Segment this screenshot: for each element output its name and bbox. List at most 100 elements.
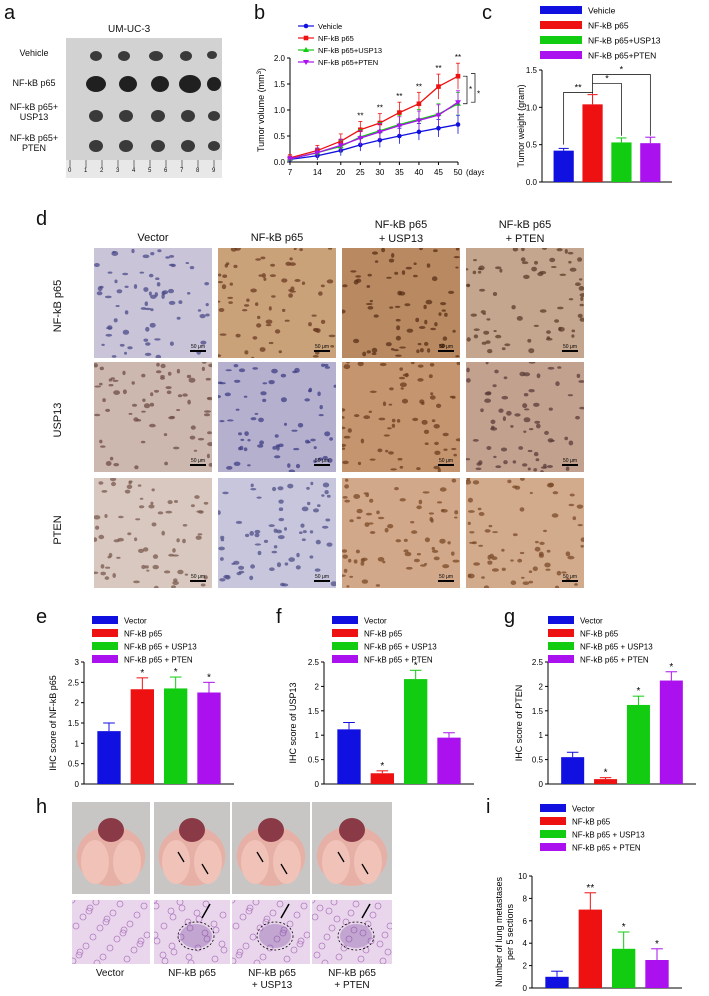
- he-alveolus: [369, 911, 377, 919]
- ihc-nucleus: [197, 533, 203, 536]
- panel-letter-b: b: [254, 2, 266, 24]
- ihc-nucleus: [371, 347, 378, 353]
- ihc-nucleus: [141, 410, 146, 413]
- ihc-nucleus: [473, 562, 480, 566]
- ihc-nucleus: [405, 372, 409, 378]
- ihc-nucleus: [101, 343, 105, 346]
- ihc-nucleus: [385, 449, 389, 453]
- ihc-nucleus: [304, 398, 310, 402]
- ihc-nucleus: [203, 413, 211, 417]
- ihc-scale-label: 50 μm: [563, 458, 577, 464]
- ihc-nucleus: [252, 367, 259, 370]
- ihc-nucleus: [579, 293, 584, 297]
- ihc-nucleus: [200, 340, 207, 345]
- he-alveolus: [235, 951, 243, 959]
- chart-b-tumor-volume: 0.0 0.5 1.0 1.5 2.0 7 14 20 25 30 35 40 45 50(days) Tu…: [256, 22, 484, 177]
- ihc-nucleus: [218, 546, 225, 551]
- ihc-nucleus: [199, 314, 206, 319]
- g-legend-swatch: [548, 642, 574, 650]
- b-legend-label: NF-kB p65: [318, 34, 354, 43]
- ihc-nucleus: [353, 494, 361, 499]
- ihc-nucleus: [313, 459, 317, 463]
- ihc-nucleus: [165, 386, 172, 390]
- he-alveolus: [72, 957, 77, 964]
- ihc-nucleus: [473, 259, 477, 262]
- chart-i-lung-metastases: 0 2 4 6 8 10 Number of lung metastases per 5 se…: [494, 804, 682, 993]
- ihc-nucleus: [528, 362, 536, 364]
- ihc-nucleus: [534, 420, 541, 424]
- he-alveolus: [99, 953, 107, 961]
- ihc-nucleus: [510, 580, 517, 585]
- ihc-nucleus: [523, 274, 530, 279]
- c-ytick-label: 0.0: [526, 178, 538, 187]
- b-legend-marker: [303, 60, 309, 65]
- ihc-nucleus: [353, 559, 358, 564]
- ihc-tile-bg: [218, 248, 336, 358]
- ihc-nucleus: [321, 494, 325, 497]
- ihc-nucleus: [551, 513, 559, 518]
- ihc-nucleus: [399, 382, 407, 387]
- ihc-nucleus: [284, 319, 290, 322]
- he-alveolus: [374, 902, 382, 910]
- ihc-nucleus: [322, 455, 328, 460]
- ihc-nucleus: [308, 389, 312, 393]
- ruler-4: 4: [132, 168, 136, 174]
- ihc-nucleus: [150, 252, 155, 256]
- ihc-nucleus: [342, 460, 349, 465]
- ihc-nucleus: [439, 538, 446, 544]
- ihc-nucleus: [467, 497, 473, 503]
- ihc-nucleus: [220, 535, 225, 540]
- ihc-nucleus: [442, 336, 448, 341]
- panel-a-row-label-vehicle: Vehicle: [19, 48, 49, 58]
- ihc-nucleus: [258, 274, 263, 277]
- ihc-nucleus: [94, 515, 101, 520]
- ihc-nucleus: [487, 560, 493, 565]
- ihc-nucleus: [519, 507, 525, 512]
- ihc-nucleus: [182, 524, 188, 527]
- ihc-nucleus: [568, 260, 572, 264]
- ihc-nucleus: [219, 578, 226, 582]
- ihc-tile-r2-c3: 50 μm: [342, 362, 460, 472]
- ihc-nucleus: [547, 366, 555, 370]
- ihc-nucleus: [218, 510, 221, 515]
- he-alveolus: [280, 926, 288, 934]
- ihc-nucleus: [571, 334, 575, 338]
- ihc-nucleus: [101, 490, 108, 493]
- ihc-nucleus: [96, 291, 103, 296]
- he-alveolus: [170, 948, 178, 956]
- ihc-scale-label: 50 μm: [315, 574, 329, 580]
- ihc-nucleus: [107, 271, 113, 274]
- i-star: **: [586, 883, 594, 894]
- ihc-nucleus: [482, 312, 486, 315]
- ihc-nucleus: [451, 551, 455, 556]
- he-alveolus: [297, 937, 305, 945]
- ihc-nucleus: [355, 549, 360, 554]
- ihc-nucleus: [271, 295, 276, 298]
- b-legend-marker: [303, 35, 309, 41]
- ihc-nucleus: [403, 538, 408, 542]
- ihc-nucleus: [417, 364, 424, 368]
- ihc-nucleus: [492, 292, 498, 296]
- he-alveolus: [386, 922, 392, 930]
- ihc-tile-r1-c4: 50 μm: [466, 248, 584, 358]
- he-alveolus: [167, 907, 175, 915]
- ihc-nucleus: [295, 463, 301, 469]
- g-legend-label: NF-kB p65: [580, 630, 619, 639]
- ihc-nucleus: [289, 262, 296, 266]
- ihc-nucleus: [498, 408, 504, 413]
- he-alveolus: [154, 902, 160, 910]
- b-point: [314, 150, 321, 156]
- ihc-nucleus: [514, 485, 521, 490]
- he-alveolus: [236, 948, 244, 956]
- ihc-nucleus: [100, 564, 105, 569]
- ihc-nucleus: [533, 324, 539, 327]
- i-ytick-label: 2: [523, 962, 528, 971]
- ihc-nucleus: [288, 557, 295, 562]
- he-alveolus: [303, 931, 310, 939]
- ihc-nucleus: [156, 282, 161, 287]
- ihc-nucleus: [157, 511, 164, 515]
- lung-he-section-4: [312, 900, 392, 964]
- ihc-nucleus: [327, 458, 333, 463]
- ihc-tile-bg: [466, 248, 584, 358]
- ihc-nucleus: [421, 402, 425, 405]
